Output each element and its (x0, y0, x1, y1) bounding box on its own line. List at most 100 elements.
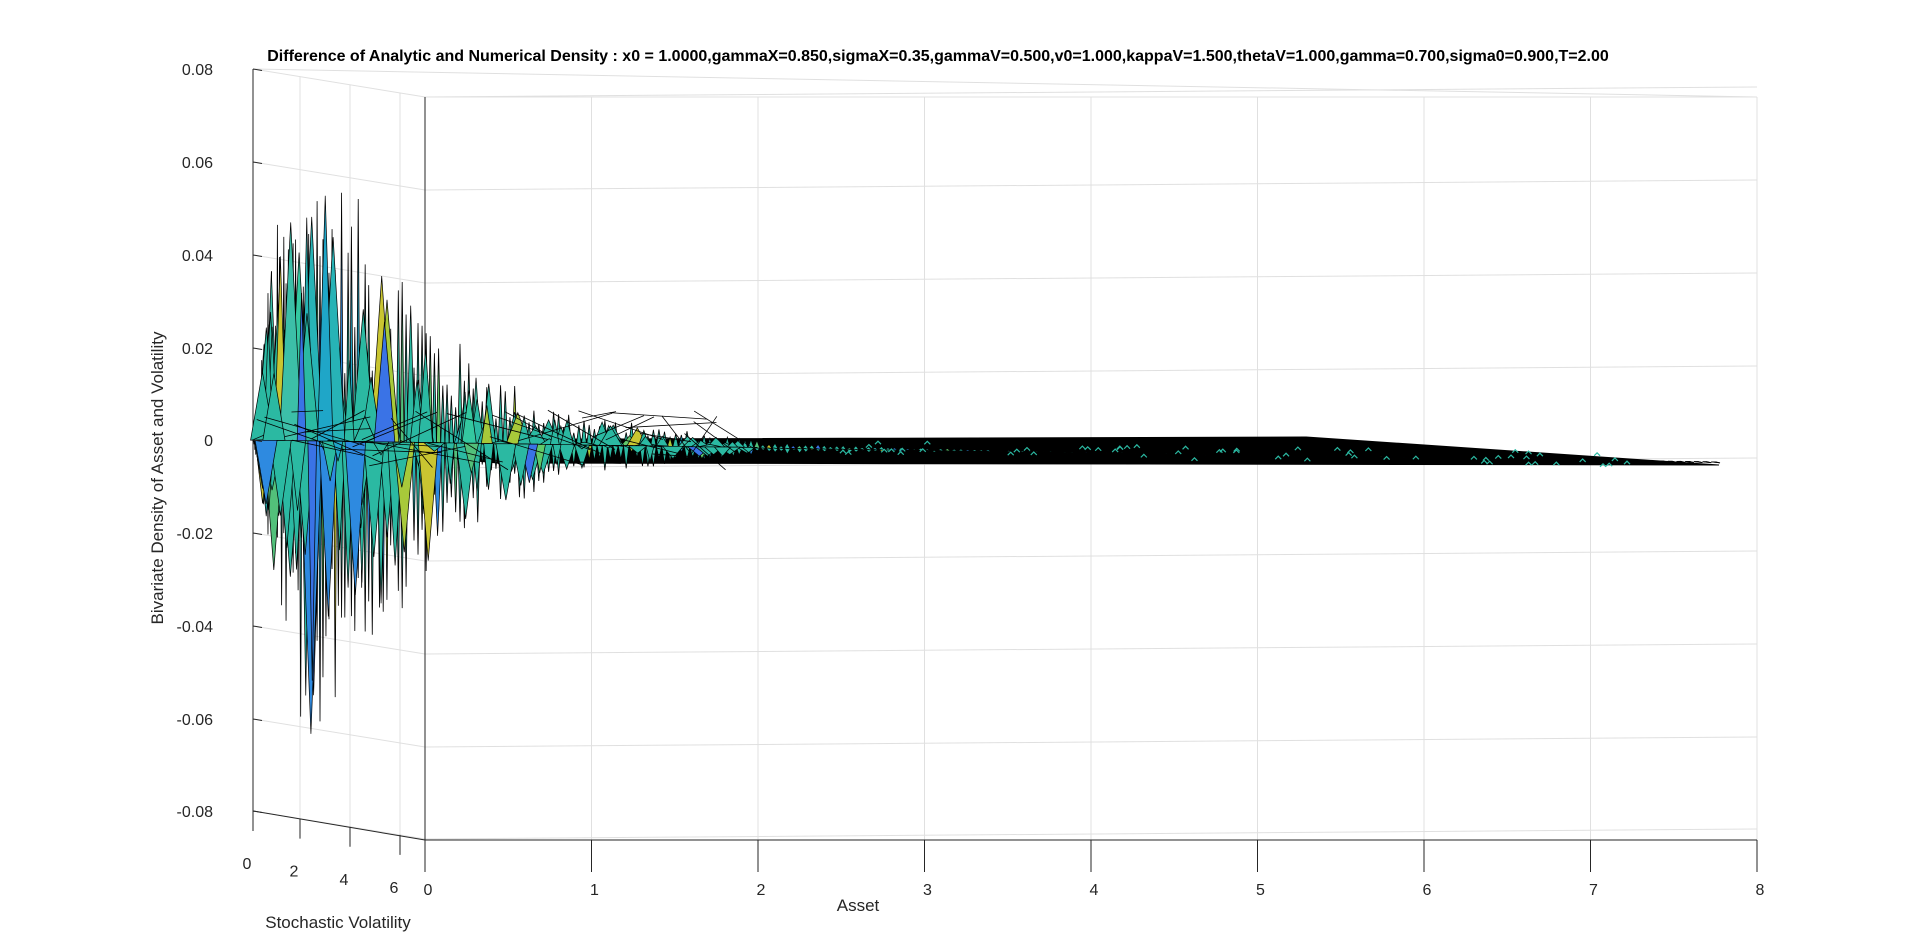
chart-title: Difference of Analytic and Numerical Den… (267, 48, 1609, 65)
surface-facet (1659, 460, 1668, 463)
surface-facet (627, 445, 649, 454)
surface-facet (463, 442, 480, 474)
surface-facet (783, 447, 791, 456)
surface-facet (827, 448, 834, 451)
y-tick-label: 6 (390, 880, 399, 897)
surface-facet (399, 281, 405, 444)
surface-facet (1377, 456, 1386, 459)
surface-facet (808, 447, 816, 451)
surface-facet (1616, 460, 1626, 462)
surface-facet (801, 447, 810, 453)
surface-speckle (1593, 451, 1601, 457)
surface-speckle (1579, 458, 1587, 463)
surface-facet (1184, 453, 1193, 456)
surface-speckle (1383, 455, 1391, 461)
surface-speckle (865, 443, 873, 448)
surface-mesh-line (592, 415, 645, 438)
surface-speckle (1511, 448, 1519, 454)
y-tick-label: 4 (340, 872, 349, 889)
surface-facet (820, 447, 829, 453)
surface-speckle (1013, 448, 1021, 453)
surface-facet (795, 447, 804, 454)
surface-facet (1369, 456, 1378, 459)
z-tick-label: 0.02 (182, 341, 213, 358)
surface-facet (1433, 457, 1442, 460)
x-tick-label: 5 (1256, 882, 1265, 899)
surface-facet (1693, 461, 1703, 464)
surface-facet (533, 443, 546, 474)
surface-facet (771, 447, 779, 454)
surface-facet (1229, 454, 1238, 457)
surface-mesh-line (518, 412, 613, 442)
surface-mesh-line (294, 423, 384, 464)
surface-mesh-line (284, 416, 371, 437)
surface-speckle (1303, 457, 1311, 462)
z-tick-label: -0.08 (177, 804, 214, 821)
surface-facet (930, 449, 938, 453)
surface-facet (765, 447, 773, 453)
surface-facet (317, 195, 334, 442)
surface-mesh-line (256, 419, 345, 451)
surface-facet (758, 446, 768, 451)
surface-mesh-line (369, 441, 480, 463)
surface-facet (552, 444, 562, 465)
surface-facet (1441, 457, 1450, 460)
surface-facet (1082, 452, 1090, 454)
y-axis-ticks: 0 2 4 6 (243, 811, 401, 897)
surface-speckle (1294, 446, 1302, 451)
surface-facet (964, 450, 972, 453)
surface-facet (832, 448, 842, 453)
surface-facet (502, 391, 509, 446)
surface-facet (1298, 455, 1307, 458)
surface-speckle (874, 440, 882, 445)
surface-mesh-line (352, 411, 438, 448)
surface-speckle (1412, 455, 1420, 460)
surface-facet (1532, 458, 1541, 461)
surface-speckle (1536, 452, 1544, 457)
z-tick-mark (252, 161, 263, 164)
surface-facet (1641, 460, 1651, 463)
grid-line (424, 86, 1758, 98)
surface-facet (1237, 454, 1246, 457)
surface-facet (1345, 455, 1354, 458)
surface-speckle (1274, 455, 1282, 460)
surface-facet (559, 418, 575, 446)
surface-facet (971, 450, 979, 453)
grid-line (252, 625, 426, 655)
surface-speckle (1174, 450, 1182, 455)
surface-facet (1565, 459, 1575, 462)
surface-facet (924, 449, 931, 452)
surface-speckle (1333, 446, 1341, 451)
grid-line (252, 718, 426, 748)
x-axis-ticks: 0 1 2 3 4 5 6 7 8 (424, 840, 1765, 899)
surface-speckle (1552, 461, 1560, 466)
surface-facet (1104, 452, 1112, 455)
surface-speckle (1133, 443, 1141, 449)
surface-mesh-line (369, 445, 466, 467)
x-tick-label: 2 (757, 882, 766, 899)
surface-speckle (1078, 445, 1086, 450)
surface-facet (598, 425, 623, 446)
surface-mesh-line (684, 433, 726, 471)
surface-facet (423, 442, 446, 452)
surface-mesh-line (624, 439, 686, 456)
surface-facet (1291, 455, 1299, 457)
surface-facet (307, 440, 317, 681)
surface-facet (998, 450, 1006, 453)
x-tick-label: 7 (1589, 882, 1598, 899)
surface-speckle (1525, 450, 1532, 455)
surface-speckle (1191, 456, 1198, 462)
surface-facet (1540, 458, 1549, 461)
surface-facet (1702, 461, 1712, 464)
surface-facet (1075, 451, 1083, 454)
surface-facet (1140, 452, 1148, 455)
surface-mesh-line (361, 411, 428, 440)
surface-facet (1449, 457, 1459, 460)
surface-facet (1490, 458, 1500, 460)
surface-mesh-line (651, 453, 695, 458)
surface-speckle (1233, 447, 1241, 452)
surface-speckle (1123, 444, 1131, 450)
surface-facet (851, 448, 861, 453)
surface-mesh-line (605, 416, 655, 441)
